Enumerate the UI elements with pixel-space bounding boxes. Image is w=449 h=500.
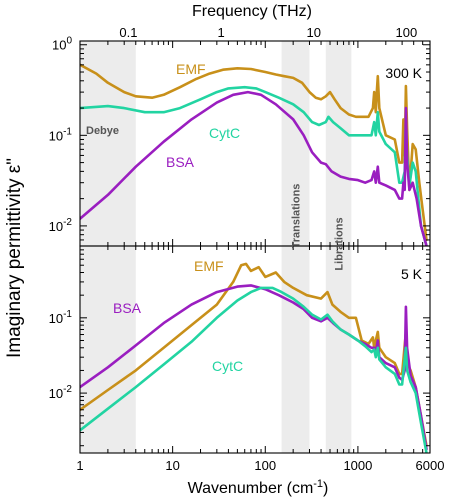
x-tick-label: 10 xyxy=(165,458,179,473)
y-tick-label-bottom: 10-1 xyxy=(49,309,73,326)
y-tick-label-top: 10-1 xyxy=(49,126,73,143)
top-axis-title: Frequency (THz) xyxy=(192,3,312,20)
series-line-emf-bottom xyxy=(80,262,428,447)
region-label-librations: Librations xyxy=(334,217,346,270)
series-label-emf-bottom: EMF xyxy=(194,258,224,274)
x-tick-label: 1000 xyxy=(343,458,372,473)
top-tick-label: 10 xyxy=(307,25,321,40)
x-axis-title: Wavenumber (cm-1) xyxy=(188,478,329,497)
series-label-cytc-bottom: CytC xyxy=(212,358,243,374)
y-tick-label-top: 100 xyxy=(52,36,72,53)
plot-frame-bottom xyxy=(79,245,431,454)
series-label-cytc-top: CytC xyxy=(209,125,240,141)
series-label-bsa-top: BSA xyxy=(166,154,195,170)
panel-label-top: 300 K xyxy=(385,65,422,81)
y-tick-label-top: 10-2 xyxy=(49,217,73,234)
region-label-debye: Debye xyxy=(86,125,119,137)
shaded-region-librations-top xyxy=(325,41,352,246)
shaded-region-debye-top xyxy=(80,41,136,246)
shaded-region-librations-bottom xyxy=(325,246,352,453)
shaded-region-translations-top xyxy=(281,41,310,246)
top-tick-label: 0.1 xyxy=(119,25,137,40)
shaded-region-debye-bottom xyxy=(80,246,136,453)
y-axis-title: Imaginary permittivity ε" xyxy=(4,158,25,358)
top-tick-label: 1 xyxy=(217,25,224,40)
series-line-bsa-top xyxy=(80,90,428,246)
top-tick-label: 100 xyxy=(396,25,418,40)
x-tick-label: 6000 xyxy=(416,458,445,473)
x-tick-label: 100 xyxy=(254,458,276,473)
x-tick-label: 1 xyxy=(76,458,83,473)
series-label-emf-top: EMF xyxy=(176,61,206,77)
shaded-region-translations-bottom xyxy=(281,246,310,453)
y-tick-label-bottom: 10-2 xyxy=(49,384,73,401)
region-label-translations: Translations xyxy=(291,184,303,249)
panel-label-bottom: 5 K xyxy=(401,266,423,282)
series-label-bsa-bottom: BSA xyxy=(113,300,142,316)
series-line-cytc-bottom xyxy=(80,286,428,453)
